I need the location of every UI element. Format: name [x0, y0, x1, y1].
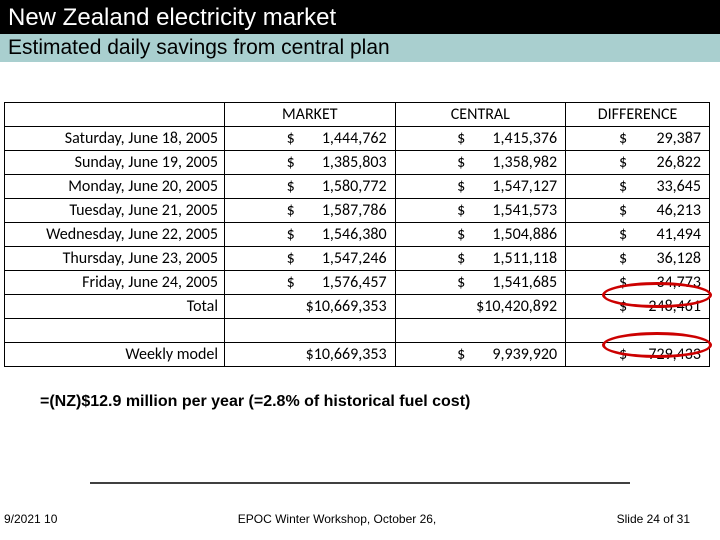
savings-table: MARKET CENTRAL DIFFERENCE Saturday, June…	[4, 102, 710, 367]
table-header-row: MARKET CENTRAL DIFFERENCE	[5, 103, 710, 127]
table-cell: $1,511,118	[395, 247, 566, 271]
table-cell: $1,385,803	[225, 151, 396, 175]
table-total-row: Total$10,669,353$10,420,892$248,461	[5, 295, 710, 319]
table-cell: $10,669,353	[225, 343, 396, 367]
table-cell: $10,420,892	[395, 295, 566, 319]
table-cell: $1,580,772	[225, 175, 396, 199]
row-date: Thursday, June 23, 2005	[5, 247, 225, 271]
table-cell: $1,504,886	[395, 223, 566, 247]
table-row: Thursday, June 23, 2005$1,547,246$1,511,…	[5, 247, 710, 271]
col-header-market: MARKET	[225, 103, 396, 127]
table-cell: $46,213	[566, 199, 710, 223]
row-date: Sunday, June 19, 2005	[5, 151, 225, 175]
table-cell: $1,415,376	[395, 127, 566, 151]
table-cell: $1,547,127	[395, 175, 566, 199]
table-cell: $1,358,982	[395, 151, 566, 175]
row-date: Tuesday, June 21, 2005	[5, 199, 225, 223]
col-header-central: CENTRAL	[395, 103, 566, 127]
table-cell: $1,546,380	[225, 223, 396, 247]
slide-footer: 9/2021 10 EPOC Winter Workshop, October …	[0, 512, 720, 526]
table-weekly-row: Weekly model$10,669,353$9,939,920$729,43…	[5, 343, 710, 367]
table-cell: $729,433	[566, 343, 710, 367]
table-cell: $1,444,762	[225, 127, 396, 151]
col-header-difference: DIFFERENCE	[566, 103, 710, 127]
table-cell: $1,547,246	[225, 247, 396, 271]
col-header-date	[5, 103, 225, 127]
table-cell: $34,773	[566, 271, 710, 295]
row-date: Friday, June 24, 2005	[5, 271, 225, 295]
savings-table-container: MARKET CENTRAL DIFFERENCE Saturday, June…	[4, 102, 710, 367]
slide-subtitle: Estimated daily savings from central pla…	[0, 34, 720, 62]
row-date: Wednesday, June 22, 2005	[5, 223, 225, 247]
table-row: Friday, June 24, 2005$1,576,457$1,541,68…	[5, 271, 710, 295]
row-date: Saturday, June 18, 2005	[5, 127, 225, 151]
table-cell: $33,645	[566, 175, 710, 199]
table-row: Saturday, June 18, 2005$1,444,762$1,415,…	[5, 127, 710, 151]
table-row: Monday, June 20, 2005$1,580,772$1,547,12…	[5, 175, 710, 199]
table-cell: $10,669,353	[225, 295, 396, 319]
annual-savings-note: =(NZ)$12.9 million per year (=2.8% of hi…	[40, 393, 706, 411]
table-cell: $1,576,457	[225, 271, 396, 295]
row-date: Weekly model	[5, 343, 225, 367]
table-row: Wednesday, June 22, 2005$1,546,380$1,504…	[5, 223, 710, 247]
table-cell: $1,587,786	[225, 199, 396, 223]
footer-center: EPOC Winter Workshop, October 26,	[57, 512, 616, 526]
slide-title: New Zealand electricity market	[0, 0, 720, 34]
table-cell: $1,541,573	[395, 199, 566, 223]
row-date: Total	[5, 295, 225, 319]
table-cell: $26,822	[566, 151, 710, 175]
table-cell: $36,128	[566, 247, 710, 271]
table-row: Sunday, June 19, 2005$1,385,803$1,358,98…	[5, 151, 710, 175]
table-cell: $41,494	[566, 223, 710, 247]
table-cell: $248,461	[566, 295, 710, 319]
row-date: Monday, June 20, 2005	[5, 175, 225, 199]
table-row: Tuesday, June 21, 2005$1,587,786$1,541,5…	[5, 199, 710, 223]
table-spacer-row	[5, 319, 710, 343]
table-cell: $9,939,920	[395, 343, 566, 367]
footer-date: 9/2021 10	[4, 512, 57, 526]
footer-slide-number: Slide 24 of 31	[617, 512, 690, 526]
divider-line	[90, 482, 630, 484]
table-cell: $1,541,685	[395, 271, 566, 295]
table-cell: $29,387	[566, 127, 710, 151]
